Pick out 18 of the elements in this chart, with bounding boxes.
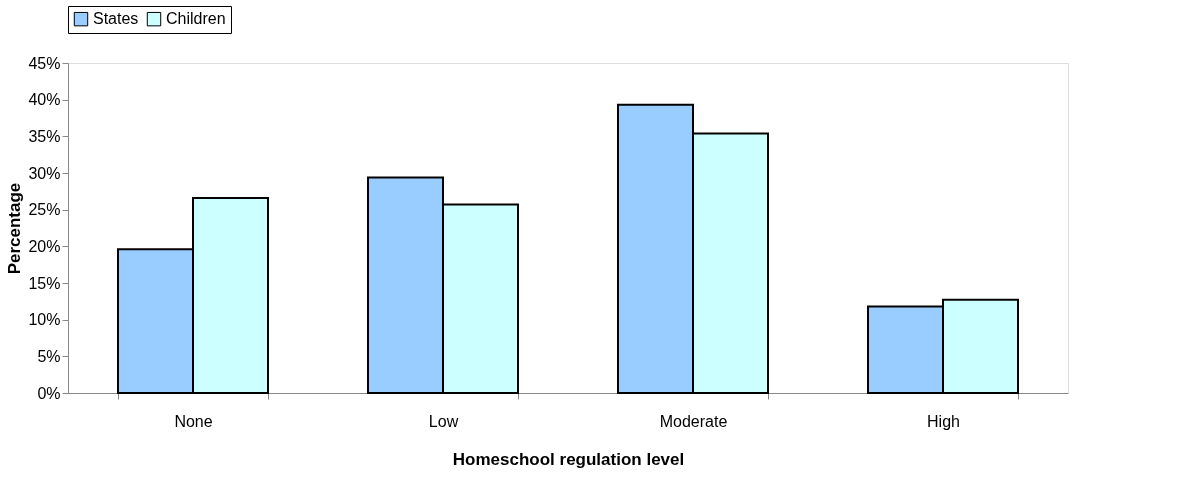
legend-label: Children [166,10,226,28]
y-tick-label: 45% [28,54,61,72]
x-tick-label: Low [428,412,459,430]
y-tick-label: 35% [28,127,61,145]
x-tick-label: None [174,412,213,430]
y-tick-label: 0% [37,384,61,402]
y-axis-title: Percentage [5,182,25,275]
x-axis-title: Homeschool regulation level [452,449,685,469]
y-tick-label: 15% [28,274,61,292]
y-tick-label: 40% [28,91,61,109]
y-tick-label: 30% [28,164,61,182]
y-tick-label: 10% [28,311,61,329]
y-tick-label: 20% [28,237,61,255]
y-tick-label: 5% [37,347,61,365]
y-tick-label: 25% [28,201,61,219]
x-tick-label: Moderate [659,412,728,430]
legend-label: States [93,10,139,28]
x-tick-label: High [927,412,960,430]
